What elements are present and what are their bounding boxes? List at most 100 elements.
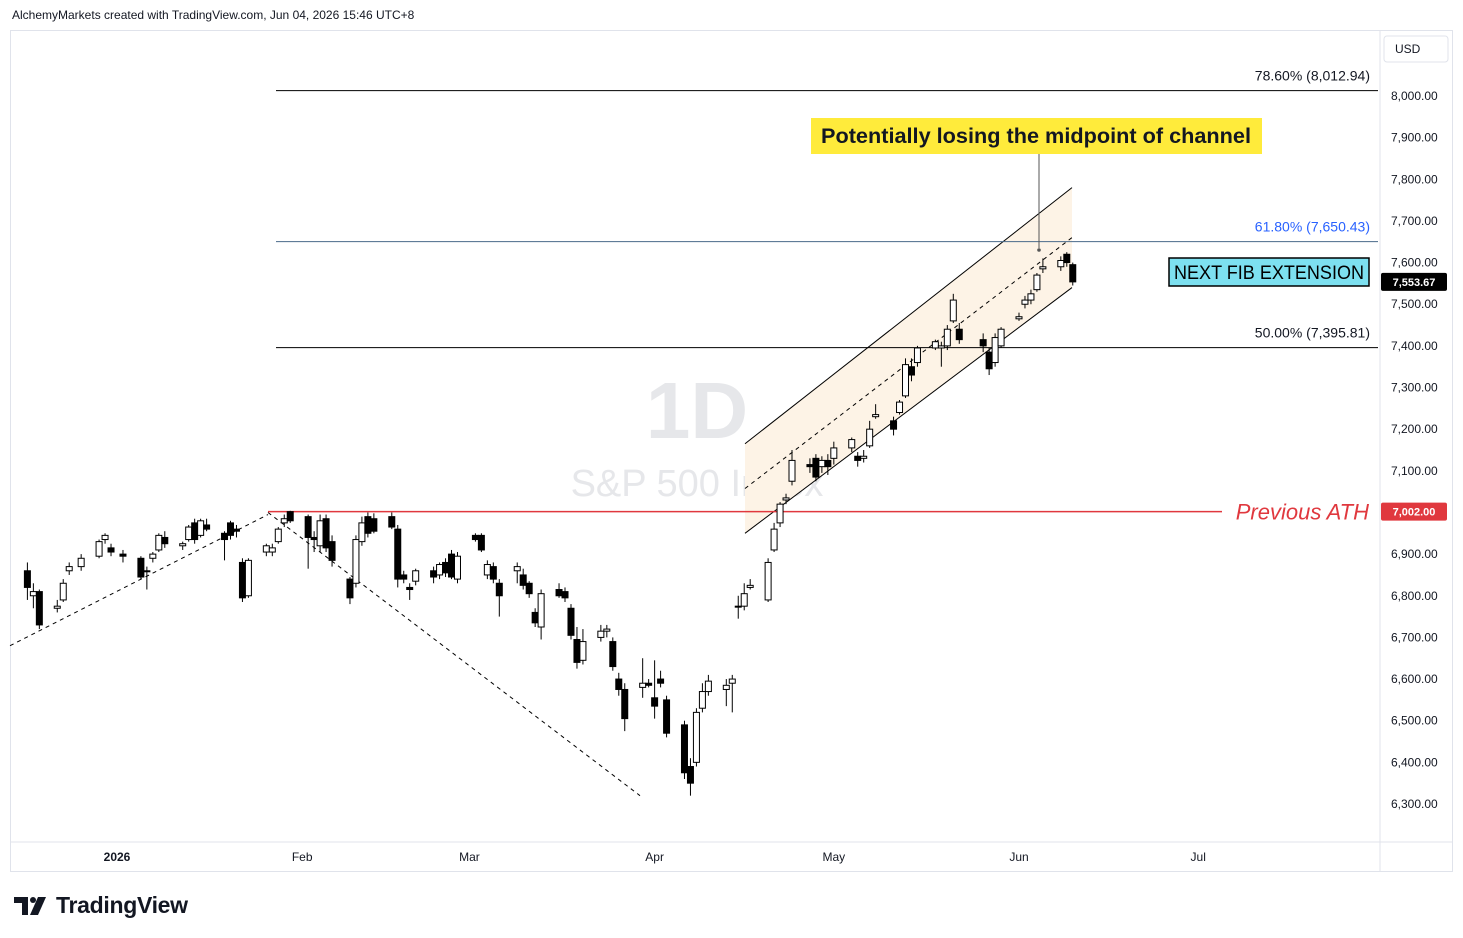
candle[interactable] (310, 531, 318, 553)
candle[interactable] (442, 558, 450, 578)
candle[interactable] (155, 533, 163, 553)
candle[interactable] (238, 558, 246, 603)
candle[interactable] (149, 552, 157, 563)
candle[interactable] (615, 672, 623, 696)
candle[interactable] (519, 568, 527, 590)
candle[interactable] (1057, 256, 1065, 271)
candle[interactable] (53, 599, 61, 613)
candle[interactable] (101, 533, 109, 544)
candle[interactable] (232, 524, 240, 538)
candle[interactable] (430, 566, 438, 584)
candle[interactable] (185, 524, 193, 542)
candle[interactable] (573, 627, 581, 669)
candle[interactable] (770, 522, 778, 553)
callout-box[interactable] (811, 118, 1262, 154)
candle[interactable] (896, 400, 904, 415)
candle[interactable] (179, 541, 187, 550)
candle[interactable] (902, 358, 910, 398)
candle[interactable] (979, 333, 987, 353)
candle[interactable] (191, 518, 199, 544)
candle[interactable] (406, 583, 414, 600)
candle[interactable] (890, 416, 898, 436)
candle[interactable] (985, 347, 993, 376)
candle[interactable] (686, 758, 694, 796)
candle[interactable] (453, 552, 461, 584)
candle[interactable] (561, 587, 569, 603)
candle[interactable] (525, 581, 533, 598)
candle[interactable] (609, 637, 617, 671)
candle[interactable] (448, 549, 456, 580)
candle[interactable] (161, 531, 169, 548)
candle[interactable] (1021, 295, 1029, 309)
candle[interactable] (657, 670, 665, 688)
candle[interactable] (513, 562, 521, 584)
candle[interactable] (913, 345, 921, 367)
candle[interactable] (537, 589, 545, 640)
currency-box[interactable] (1383, 35, 1449, 63)
candle[interactable] (477, 533, 485, 553)
candle[interactable] (1027, 289, 1035, 305)
candle[interactable] (35, 589, 43, 630)
candle[interactable] (734, 595, 742, 619)
candle[interactable] (23, 562, 31, 600)
candle[interactable] (603, 624, 611, 638)
candle[interactable] (274, 527, 282, 544)
candle[interactable] (244, 558, 252, 598)
candle[interactable] (1039, 258, 1047, 273)
candle[interactable] (65, 562, 73, 575)
candle[interactable] (728, 674, 736, 713)
candle[interactable] (722, 679, 730, 707)
candle[interactable] (991, 333, 999, 367)
candle[interactable] (812, 454, 820, 482)
candle[interactable] (483, 560, 491, 580)
candle[interactable] (740, 583, 748, 611)
candle[interactable] (226, 520, 234, 540)
candle[interactable] (1063, 252, 1071, 267)
candle[interactable] (268, 543, 276, 557)
candle[interactable] (471, 533, 479, 542)
candle[interactable] (143, 566, 151, 590)
candle[interactable] (997, 327, 1005, 348)
candle[interactable] (203, 518, 211, 532)
candle[interactable] (286, 510, 294, 523)
candle[interactable] (872, 404, 880, 419)
candle[interactable] (955, 322, 963, 344)
candle[interactable] (698, 683, 706, 713)
candle[interactable] (119, 549, 127, 563)
candle[interactable] (316, 514, 324, 553)
candle[interactable] (645, 679, 653, 688)
candle[interactable] (59, 579, 67, 603)
candle[interactable] (280, 514, 288, 528)
candle[interactable] (830, 441, 838, 465)
candle[interactable] (788, 450, 796, 486)
candle[interactable] (197, 518, 205, 538)
candle[interactable] (322, 514, 330, 553)
candle[interactable] (776, 502, 784, 528)
candle[interactable] (358, 516, 366, 546)
candle[interactable] (495, 579, 503, 617)
candle[interactable] (436, 562, 444, 580)
candle[interactable] (746, 579, 754, 590)
candle[interactable] (95, 539, 103, 559)
candle[interactable] (29, 583, 37, 609)
candle[interactable] (860, 450, 868, 463)
candle[interactable] (651, 660, 659, 719)
candle[interactable] (937, 341, 945, 367)
candle[interactable] (597, 624, 605, 642)
candle[interactable] (1015, 312, 1023, 321)
fib-extension-box[interactable] (1168, 257, 1370, 287)
candle[interactable] (1033, 273, 1041, 292)
candle[interactable] (692, 708, 700, 767)
candle[interactable] (907, 358, 915, 382)
candle[interactable] (77, 554, 85, 571)
candle[interactable] (764, 558, 772, 603)
candle[interactable] (782, 493, 790, 505)
candle[interactable] (866, 420, 874, 448)
candle[interactable] (663, 695, 671, 738)
candle[interactable] (412, 568, 420, 586)
candle[interactable] (704, 674, 712, 696)
candle[interactable] (854, 452, 862, 467)
candle[interactable] (531, 608, 539, 627)
candle[interactable] (304, 514, 312, 569)
